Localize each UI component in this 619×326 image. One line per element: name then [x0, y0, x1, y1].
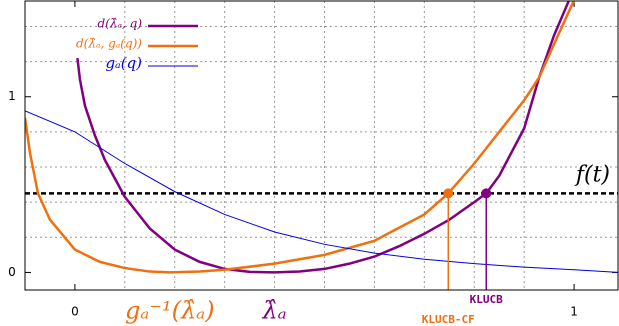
x-tick-label: 0 — [71, 305, 79, 319]
plot-frame — [24, 0, 619, 291]
line — [25, 110, 618, 273]
point — [481, 188, 492, 199]
legend-label: d(λ̂ₐ, q) — [98, 17, 143, 31]
legend-label: d(λ̂ₐ, gₐ(q)) — [76, 37, 142, 51]
line — [25, 1, 576, 274]
x-tick-label: 1 — [570, 305, 578, 319]
threshold-label: f(t) — [574, 162, 610, 187]
y-tick-label: 0 — [8, 265, 16, 279]
point-label: KLUCB-CF — [422, 313, 475, 326]
y-tick-label: 1 — [8, 89, 16, 103]
point-label: KLUCB — [470, 293, 503, 306]
point — [443, 188, 454, 199]
annotation: λ̂ₐ — [261, 297, 286, 325]
line — [76, 1, 571, 274]
legend-label: gₐ(q) — [105, 54, 142, 72]
annotation: gₐ⁻¹(λ̂ₐ) — [125, 297, 215, 325]
